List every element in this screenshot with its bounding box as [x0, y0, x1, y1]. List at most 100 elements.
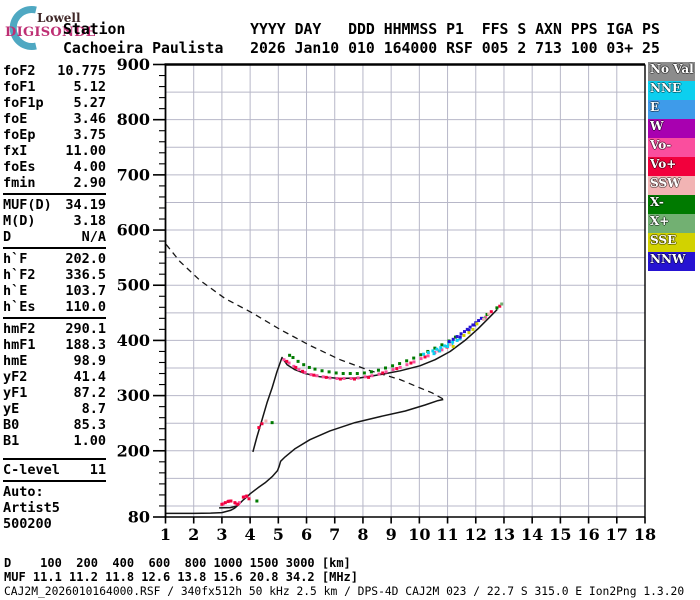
echo-point-NNE [426, 351, 430, 355]
param-label: fmin [3, 175, 36, 191]
x-axis-label: 10 [408, 525, 430, 544]
param-label: yF1 [3, 385, 28, 401]
echo-point-NNW [455, 335, 459, 339]
param-label: D [3, 229, 12, 245]
echo-point-Vo+ [220, 502, 224, 506]
echo-point-NNW [451, 337, 455, 341]
echo-point-X- [348, 372, 352, 376]
param-row: fmin 2.90 [3, 175, 106, 191]
echo-point-Vo- [227, 499, 231, 503]
echo-point-X- [426, 349, 430, 353]
param-label: hmF1 [3, 337, 36, 353]
param-value: 202.0 [65, 251, 106, 267]
echo-point-X- [398, 362, 402, 366]
param-label: h`Es [3, 299, 36, 315]
echo-point-X- [440, 343, 444, 347]
y-axis-label: 700 [117, 165, 150, 184]
echo-point-Vo- [287, 361, 291, 365]
echo-point-Vo+ [229, 499, 233, 503]
legend-item-w: W [648, 119, 695, 138]
echo-point-Vo+ [367, 375, 371, 379]
echo-point-Vo+ [489, 310, 493, 314]
echo-point-NNE [438, 349, 442, 353]
echo-point-Vo+ [226, 500, 230, 504]
param-value: 8.7 [81, 401, 106, 417]
param-row: Artist5 [3, 500, 106, 516]
panel-separator [3, 247, 106, 249]
echo-point-Vo- [484, 315, 488, 319]
echo-point-NNE [447, 342, 451, 346]
echo-point-NNE [422, 352, 426, 356]
echo-point-Vo- [412, 360, 416, 364]
param-value: 34.19 [65, 197, 106, 213]
legend-item-nnw: NNW [648, 252, 695, 271]
param-label: hmF2 [3, 321, 36, 337]
param-value: 3.18 [73, 213, 106, 229]
echo-point-NNE [455, 338, 459, 342]
param-label: M(D) [3, 213, 36, 229]
echo-point-Vo+ [498, 304, 502, 308]
logo-digisonde-text: DIGISONDE [5, 25, 97, 40]
echo-point-X- [291, 356, 295, 360]
echo-point-X- [376, 368, 380, 372]
muf-row: MUF 11.1 11.2 11.8 12.6 13.8 15.6 20.8 3… [4, 570, 359, 584]
legend-item-vo+: Vo+ [648, 157, 695, 176]
param-label: hmE [3, 353, 28, 369]
param-row: B0 85.3 [3, 417, 106, 433]
echo-point-Vo+ [285, 359, 289, 363]
param-row: h`E 103.7 [3, 283, 106, 299]
echo-point-Vo- [419, 357, 423, 361]
echo-point-Vo+ [241, 495, 245, 499]
param-value: 10.775 [57, 63, 106, 79]
echo-point-Vo+ [445, 345, 449, 349]
logo-lowell-text: Lowell [37, 11, 81, 25]
echo-point-Vo+ [423, 355, 427, 359]
echo-point-SSW [448, 343, 452, 347]
legend-item-ssw: SSW [648, 176, 695, 195]
echo-point-X+ [500, 302, 504, 306]
echo-point-NNW [471, 323, 475, 327]
echo-point-Vo+ [257, 426, 261, 430]
param-row: hmF2 290.1 [3, 321, 106, 337]
x-axis-label: 15 [549, 525, 571, 544]
param-row: D N/A [3, 229, 106, 245]
echo-point-X- [362, 371, 366, 375]
echo-point-X- [327, 370, 331, 374]
echo-point-SSE [475, 322, 479, 326]
echo-point-NNE [435, 347, 439, 351]
echo-point-Vo+ [409, 361, 413, 365]
y-axis-label: 200 [117, 441, 150, 460]
logo-arc-icon [9, 6, 37, 50]
echo-point-NNE [450, 342, 454, 346]
header-column-titles: Station YYYY DAY DDD HHMMSS P1 FFS S AXN… [63, 21, 660, 38]
param-label: MUF(D) [3, 197, 52, 213]
echo-point-NNE [443, 344, 447, 348]
x-axis-label: 7 [329, 525, 340, 544]
echo-point-X- [419, 353, 423, 357]
x-axis-label: 14 [521, 525, 543, 544]
echo-point-Vo+ [301, 369, 305, 373]
echo-point-Vo- [349, 376, 353, 380]
param-value: 98.9 [73, 353, 106, 369]
x-axis-label: 8 [357, 525, 368, 544]
y-axis-label: 600 [117, 221, 150, 240]
echo-point-X- [341, 372, 345, 376]
param-value: 87.2 [73, 385, 106, 401]
param-row: yF2 41.4 [3, 369, 106, 385]
param-label: foEp [3, 127, 36, 143]
digisonde-logo: Lowell DIGISONDE [0, 0, 120, 52]
param-row: h`Es 110.0 [3, 299, 106, 315]
echo-point-Vo- [391, 368, 395, 372]
echo-point-Vo- [405, 363, 409, 367]
echo-point-NNE [431, 349, 435, 353]
echo-point-X- [307, 365, 311, 369]
echo-point-SSW [264, 419, 268, 423]
echo-point-NNW [479, 316, 483, 320]
echo-point-Vo- [356, 376, 360, 380]
param-value: N/A [81, 229, 106, 245]
x-axis-label: 2 [188, 525, 199, 544]
x-axis-label: 4 [245, 525, 256, 544]
y-axis-label: 800 [117, 110, 150, 129]
y-axis-label: 300 [117, 386, 150, 405]
file-info-line: CAJ2M_2026010164000.RSF / 340fx512h 50 k… [4, 585, 685, 598]
